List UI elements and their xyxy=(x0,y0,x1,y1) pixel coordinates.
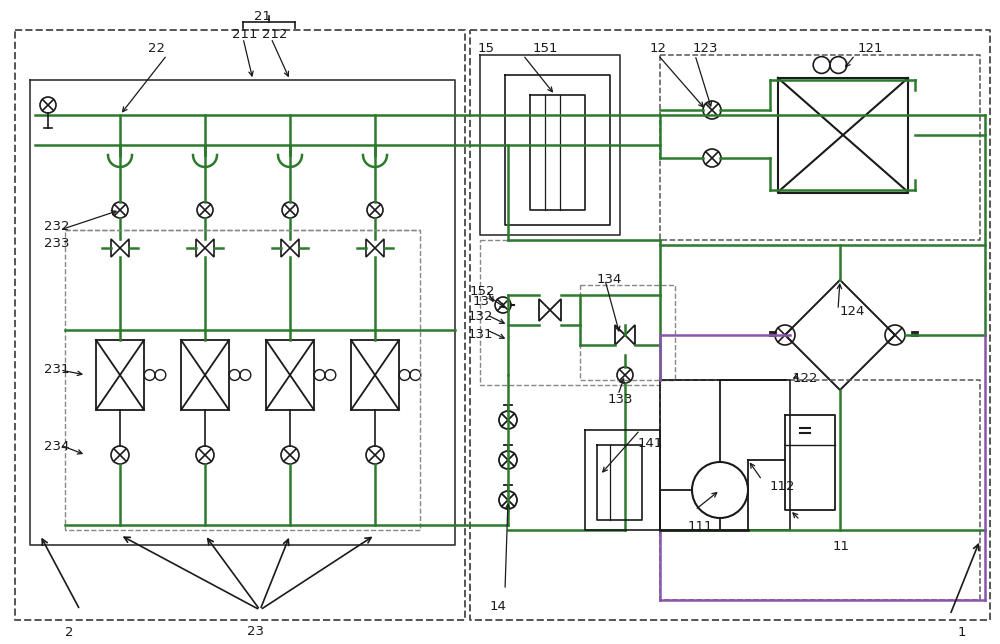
Text: 133: 133 xyxy=(608,393,634,406)
Text: 211: 211 xyxy=(232,28,258,41)
Text: 124: 124 xyxy=(840,305,865,318)
Text: 2: 2 xyxy=(65,626,74,639)
Text: 231: 231 xyxy=(44,363,70,376)
Text: 111: 111 xyxy=(688,520,714,533)
Text: 13: 13 xyxy=(473,295,490,308)
Text: 123: 123 xyxy=(693,42,718,55)
Text: 112: 112 xyxy=(770,480,796,493)
Text: 151: 151 xyxy=(533,42,558,55)
Text: 122: 122 xyxy=(793,372,818,385)
Text: 1: 1 xyxy=(958,626,966,639)
Text: 152: 152 xyxy=(470,285,496,298)
Text: 234: 234 xyxy=(44,440,69,453)
Text: 134: 134 xyxy=(597,273,622,286)
Text: 21: 21 xyxy=(254,10,271,23)
Text: 23: 23 xyxy=(247,625,264,638)
Text: 121: 121 xyxy=(858,42,884,55)
Text: 12: 12 xyxy=(650,42,667,55)
Text: 212: 212 xyxy=(262,28,288,41)
Text: 233: 233 xyxy=(44,237,70,250)
Text: 15: 15 xyxy=(478,42,495,55)
Text: 132: 132 xyxy=(468,310,494,323)
Text: 14: 14 xyxy=(490,600,507,613)
Text: 232: 232 xyxy=(44,220,70,233)
Text: 11: 11 xyxy=(833,540,850,553)
Text: 131: 131 xyxy=(468,328,494,341)
Text: 141: 141 xyxy=(638,437,663,450)
Text: 22: 22 xyxy=(148,42,165,55)
